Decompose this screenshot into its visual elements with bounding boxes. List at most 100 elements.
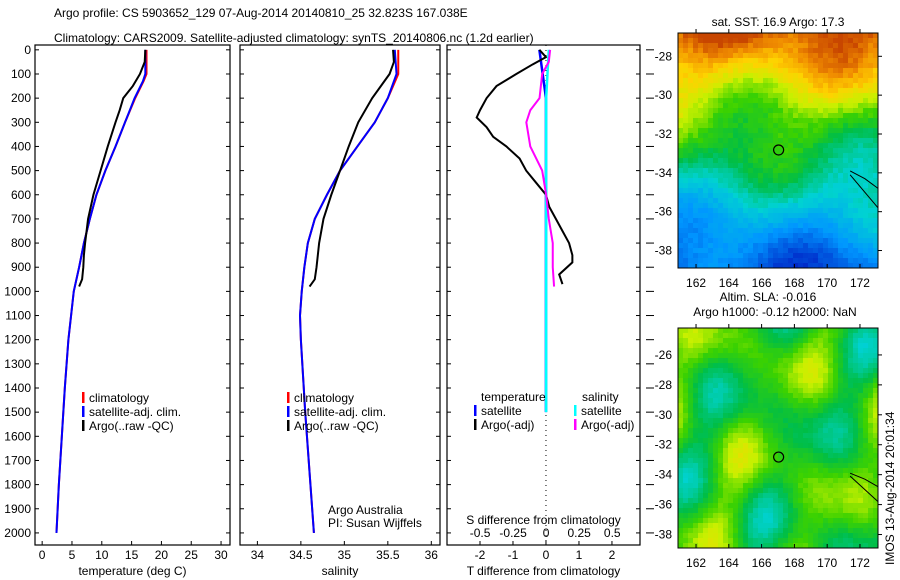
map-cell [758,328,763,333]
map-cell [768,448,773,453]
map-cell [798,223,803,228]
map-cell [783,368,788,373]
map-cell [848,68,853,73]
map-cell [708,513,713,518]
map-cell [803,63,808,68]
map-cell [858,148,863,153]
x2-tick-label: 0 [543,526,550,540]
x-tick-label: 34.5 [289,548,313,562]
map-cell [698,188,703,193]
map-cell [758,138,763,143]
map-cell [693,93,698,98]
map-cell [738,248,743,253]
map-cell [843,253,848,258]
map-cell [808,523,813,528]
map-cell [823,43,828,48]
map-cell [728,533,733,538]
map-cell [823,38,828,43]
map-cell [748,188,753,193]
map-cell [738,188,743,193]
map-cell [698,458,703,463]
map-cell [833,343,838,348]
legend-label: climatology [294,391,354,405]
map-cell [778,173,783,178]
map-cell [808,208,813,213]
map-cell [843,238,848,243]
map-cell [718,443,723,448]
map-cell [733,208,738,213]
map-cell [688,448,693,453]
map-cell [683,378,688,383]
map-cell [798,88,803,93]
map-cell [738,423,743,428]
map-cell [783,333,788,338]
map-cell [693,483,698,488]
map-cell [763,88,768,93]
map-cell [848,73,853,78]
map-cell [853,363,858,368]
map-cell [698,353,703,358]
lat-tick-label: -38 [655,244,673,258]
map-cell [833,528,838,533]
map-cell [703,463,708,468]
map-cell [818,528,823,533]
map-cell [788,253,793,258]
map-cell [723,63,728,68]
map-cell [743,158,748,163]
map-cell [863,398,868,403]
map-cell [803,33,808,38]
map-cell [753,523,758,528]
map-cell [698,478,703,483]
map-cell [873,123,878,128]
map-cell [678,483,683,488]
map-cell [853,78,858,83]
map-cell [853,43,858,48]
map-cell [743,108,748,113]
map-cell [708,418,713,423]
map-cell [813,168,818,173]
map-cell [758,333,763,338]
map-cell [688,153,693,158]
map-cell [743,148,748,153]
map-cell [868,358,873,363]
map-cell [858,233,863,238]
map-cell [758,88,763,93]
map-cell [843,163,848,168]
map-cell [828,433,833,438]
map-cell [678,223,683,228]
map-cell [863,333,868,338]
map-cell [803,488,808,493]
map-cell [788,153,793,158]
map-cell [763,488,768,493]
map-cell [683,63,688,68]
map-cell [768,343,773,348]
map-cell [778,358,783,363]
map-cell [733,93,738,98]
map-cell [713,108,718,113]
map-cell [678,133,683,138]
map-cell [698,38,703,43]
map-cell [733,143,738,148]
map-cell [748,248,753,253]
lat-tick-label: -36 [655,205,673,219]
map-cell [703,168,708,173]
map-cell [823,218,828,223]
map-cell [848,428,853,433]
map-cell [828,538,833,543]
map-cell [843,423,848,428]
map-cell [753,428,758,433]
map-cell [708,378,713,383]
map-cell [763,383,768,388]
map-cell [683,223,688,228]
map-cell [808,108,813,113]
map-cell [738,138,743,143]
map-cell [768,223,773,228]
map-cell [708,148,713,153]
map-cell [698,83,703,88]
map-cell [838,233,843,238]
map-cell [808,453,813,458]
map-cell [838,433,843,438]
map-cell [683,383,688,388]
map-cell [858,43,863,48]
map-cell [678,343,683,348]
